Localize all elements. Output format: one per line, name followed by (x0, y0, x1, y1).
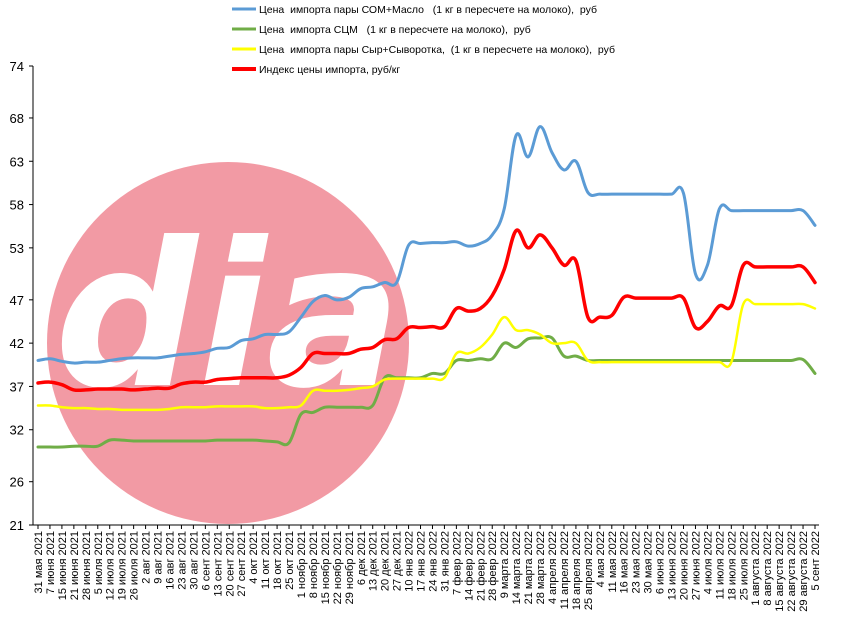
legend-label-3: Индекс цены импорта, руб/кг (259, 64, 400, 76)
x-tick-label: 18 апреля 2022 (571, 531, 583, 610)
watermark-circle (47, 162, 409, 524)
x-tick-label: 16 авг 2021 (164, 531, 176, 590)
x-tick-label: 27 июня 2022 (690, 531, 702, 600)
x-tick-label: 4 мая 2022 (595, 531, 607, 587)
series-group (36, 125, 817, 449)
x-tick-label: 6 июня 2022 (655, 531, 667, 594)
x-tick-label: 23 мая 2022 (631, 531, 643, 593)
watermark-text: dia (55, 200, 402, 433)
x-tick-label: 25 окт 2021 (284, 531, 296, 590)
x-tick-label: 11 окт 2021 (260, 531, 272, 589)
x-tick-label: 13 дек 2021 (368, 531, 380, 591)
x-tick-label: 11 мая 2022 (607, 531, 619, 593)
x-tick-label: 31 мая 2021 (33, 531, 45, 593)
y-tick-label: 53 (10, 241, 24, 256)
x-tick-label: 22 ноябр 2021 (332, 531, 344, 604)
x-tick-label: 13 сент 2021 (212, 531, 224, 597)
y-tick-label: 47 (10, 293, 24, 308)
x-tick-label: 24 янв 2022 (427, 531, 439, 592)
y-tick-label: 42 (10, 336, 24, 351)
x-tick-label: 25 июля 2022 (738, 531, 750, 600)
x-tick-label: 11 апреля 2022 (559, 531, 571, 609)
x-tick-label: 13 июня 2022 (667, 531, 679, 600)
x-tick-label: 29 августа 2022 (798, 531, 810, 612)
x-tick-label: 29 ноябр 2021 (344, 531, 356, 604)
watermark-logo: dia (47, 162, 409, 524)
x-tick-label: 8 ноябр 2021 (308, 531, 320, 598)
x-tick-label: 16 мая 2022 (619, 531, 631, 593)
series-line-0 (36, 125, 817, 365)
x-tick-label: 23 авг 2021 (176, 531, 188, 590)
x-tick-label: 8 августа 2022 (762, 531, 774, 606)
x-tick-label: 31 янв 2022 (439, 531, 451, 592)
legend-label-1: Цена импорта СЦМ (1 кг в пересчете на мо… (259, 24, 531, 36)
x-ticks: 31 мая 2021 7 июня 2021 15 июня 2021 21 июн… (33, 525, 822, 612)
legend: Цена импорта пары СОМ+Масло (1 кг в пере… (232, 4, 615, 76)
y-tick-label: 21 (10, 518, 24, 533)
series-line-3 (36, 228, 817, 393)
x-tick-label: 6 дек 2021 (356, 531, 368, 585)
x-tick-label: 4 апреля 2022 (547, 531, 559, 604)
series-line-2 (36, 298, 817, 412)
y-tick-label: 63 (10, 154, 24, 169)
legend-label-2: Цена импорта пары Сыр+Сыворотка, (1 кг в… (259, 44, 615, 56)
x-tick-label: 6 сент 2021 (200, 531, 212, 590)
x-tick-label: 26 июля 2021 (129, 531, 141, 600)
x-tick-label: 30 мая 2022 (643, 531, 655, 593)
x-tick-label: 7 февр 2022 (451, 531, 463, 595)
x-tick-label: 27 сент 2021 (236, 531, 248, 597)
x-tick-label: 15 августа 2022 (774, 531, 786, 612)
x-tick-label: 18 окт 2021 (272, 531, 284, 590)
x-tick-label: 15 июня 2021 (57, 531, 69, 600)
x-tick-label: 22 августа 2022 (786, 531, 798, 612)
x-tick-label: 14 марта 2022 (511, 531, 523, 604)
x-tick-label: 9 авг 2021 (153, 531, 165, 584)
series-line-1 (36, 334, 817, 449)
legend-label-0: Цена импорта пары СОМ+Масло (1 кг в пере… (259, 4, 597, 16)
x-tick-label: 25 апреля 2022 (583, 531, 595, 610)
x-tick-label: 17 янв 2022 (416, 531, 428, 592)
x-tick-label: 1 ноябр 2021 (296, 531, 308, 598)
x-tick-label: 12 июля 2021 (105, 531, 117, 600)
x-tick-label: 11 июля 2022 (714, 531, 726, 600)
x-tick-label: 7 июня 2021 (45, 531, 57, 594)
y-tick-label: 58 (10, 198, 24, 213)
y-tick-label: 74 (10, 59, 24, 74)
x-tick-label: 9 марта 2022 (499, 531, 511, 598)
x-tick-label: 27 дек 2021 (392, 531, 404, 591)
x-tick-label: 4 окт 2021 (248, 531, 260, 584)
x-tick-label: 4 июля 2022 (702, 531, 714, 594)
x-tick-label: 18 июля 2022 (726, 531, 738, 600)
x-tick-label: 28 июня 2021 (81, 531, 93, 600)
x-tick-label: 1 августа 2022 (750, 531, 762, 606)
x-tick-label: 20 дек 2021 (380, 531, 392, 591)
y-ticks: 21 26 32 37 42 47 53 58 63 68 74 (10, 59, 33, 533)
x-tick-label: 20 июня 2022 (679, 531, 691, 600)
x-tick-label: 21 июня 2021 (69, 531, 81, 600)
x-tick-label: 5 июля 2021 (93, 531, 105, 594)
x-tick-label: 30 авг 2021 (188, 531, 200, 590)
axes (32, 66, 819, 526)
x-tick-label: 15 ноябр 2021 (320, 531, 332, 604)
x-tick-label: 21 февр 2022 (475, 531, 487, 601)
y-tick-label: 32 (10, 423, 24, 438)
y-tick-label: 68 (10, 111, 24, 126)
x-tick-label: 28 марта 2022 (535, 531, 547, 604)
y-tick-label: 26 (10, 475, 24, 490)
x-tick-label: 14 февр 2022 (463, 531, 475, 601)
x-tick-label: 2 авг 2021 (141, 531, 153, 584)
x-tick-label: 19 июля 2021 (117, 531, 129, 600)
x-tick-label: 10 янв 2022 (404, 531, 416, 592)
x-tick-label: 5 сент 2022 (810, 531, 822, 590)
x-tick-label: 28 февр 2022 (487, 531, 499, 601)
x-tick-label: 20 сент 2021 (224, 531, 236, 597)
y-tick-label: 37 (10, 379, 24, 394)
x-tick-label: 21 марта 2022 (523, 531, 535, 604)
